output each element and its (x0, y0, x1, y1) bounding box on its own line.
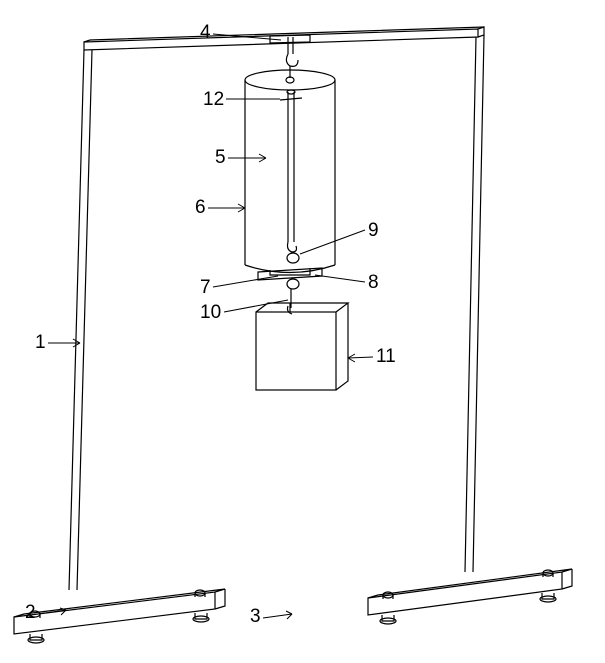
label-5: 5 (215, 147, 226, 169)
label-6: 6 (195, 197, 206, 219)
right-post (465, 35, 484, 572)
right-base (368, 569, 572, 615)
label-2: 2 (25, 602, 36, 624)
label-7: 7 (200, 277, 211, 299)
ring-upper (287, 253, 299, 263)
left-post (69, 50, 92, 590)
diagram-svg (0, 0, 605, 663)
label-11: 11 (376, 346, 396, 368)
label-1: 1 (35, 332, 46, 354)
label-12: 12 (203, 89, 224, 111)
label-4: 4 (200, 22, 211, 44)
top-bar (84, 27, 484, 50)
ring-lower (287, 279, 299, 289)
label-8: 8 (368, 272, 379, 294)
label-leaders (38, 34, 373, 619)
inner-rod (280, 90, 302, 252)
label-9: 9 (368, 220, 379, 242)
block (256, 303, 348, 390)
left-base (14, 589, 225, 634)
label-10: 10 (200, 302, 221, 324)
label-3: 3 (250, 606, 261, 628)
cylinder-top-link (286, 66, 294, 83)
cylinder (245, 70, 335, 275)
